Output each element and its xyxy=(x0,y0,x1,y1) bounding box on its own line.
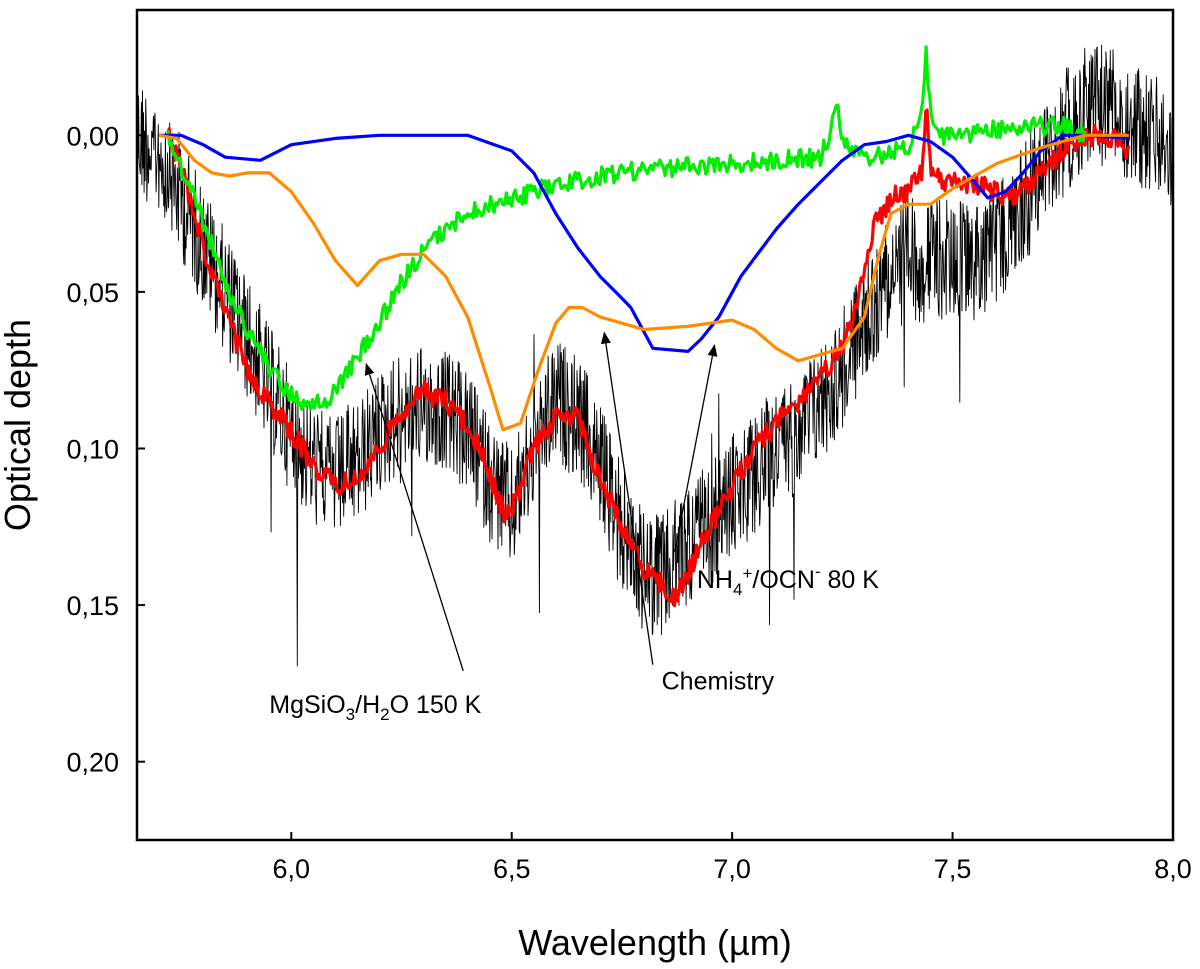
annotation-text-part: /H xyxy=(355,691,380,719)
annotation-label: Chemistry xyxy=(662,668,775,696)
x-tick-label: 7,5 xyxy=(934,854,972,884)
annotation-arrow xyxy=(674,344,718,552)
series-line-nh4-ocn-80-k xyxy=(159,133,1130,353)
x-tick-label: 6,5 xyxy=(493,854,531,884)
x-tick-label: 6,0 xyxy=(273,854,311,884)
tick-layer: 6,0 6,5 7,0 7,5 8,0 0,00 0,05 0,10 0,15 0,20 xyxy=(66,121,1191,884)
annotation-text-part: + xyxy=(742,564,752,583)
y-tick-label: 0,00 xyxy=(66,121,119,151)
annotation-arrow xyxy=(364,362,464,672)
y-tick-label: 0,20 xyxy=(66,748,119,778)
annotation-text-part: Chemistry xyxy=(662,668,775,696)
annotation-text-part: 3 xyxy=(346,705,355,724)
annotation-text-part: 2 xyxy=(380,705,389,724)
annotation-layer: NH4+/OCN- 80 K Chemistry MgSiO3/H2O 150 K xyxy=(269,331,879,724)
plot-frame xyxy=(135,8,1175,842)
x-tick-label: 8,0 xyxy=(1154,854,1192,884)
annotation-label: MgSiO3/H2O 150 K xyxy=(269,691,481,724)
y-axis-title: Optical depth xyxy=(0,319,38,531)
x-tick-label: 7,0 xyxy=(713,854,751,884)
annotation-text-part: /OCN xyxy=(752,566,815,594)
annotation-text-part: 80 K xyxy=(821,566,880,594)
annotation-text-part: - xyxy=(815,562,821,581)
annotation-text-part: NH xyxy=(697,566,733,594)
series-line-mgsio3-h2o-150-k xyxy=(166,45,1087,411)
y-tick-label: 0,15 xyxy=(66,591,119,621)
annotation-arrow xyxy=(600,331,654,665)
y-tick-label: 0,05 xyxy=(66,278,119,308)
series-layer xyxy=(137,44,1173,667)
x-axis-title: Wavelength (µm) xyxy=(518,922,791,963)
annotation-label: NH4+/OCN- 80 K xyxy=(697,562,879,599)
series-line-total-fit xyxy=(166,108,1131,608)
annotation-text-part: 4 xyxy=(733,580,742,599)
series-line-chemistry xyxy=(158,133,1129,432)
annotation-text-part: O 150 K xyxy=(390,691,482,719)
annotation-text-part: MgSiO xyxy=(269,691,345,719)
y-tick-label: 0,10 xyxy=(66,434,119,464)
